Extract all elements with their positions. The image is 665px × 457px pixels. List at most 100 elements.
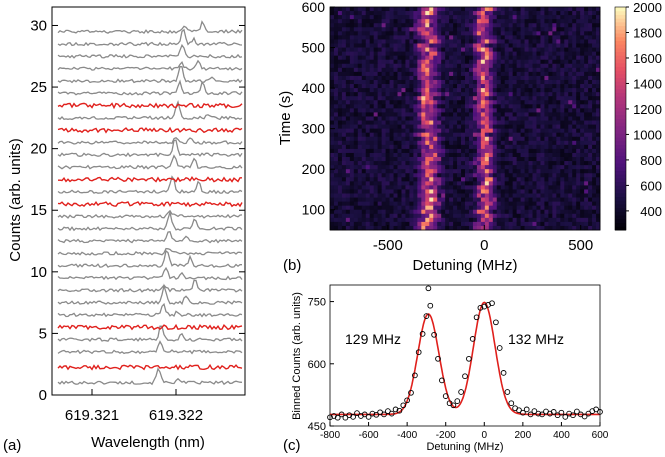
panel-b-heatmap-cell	[516, 221, 521, 227]
panel-b-heatmap-cell	[433, 67, 438, 73]
panel-b-heatmap-cell	[457, 157, 462, 162]
panel-b-heatmap-cell	[381, 59, 386, 65]
panel-b-heatmap-cell	[548, 84, 553, 89]
panel-b-colorbar-tick-label: 1600	[633, 51, 662, 66]
panel-b-colorbar-segment	[615, 207, 626, 212]
panel-b-heatmap-cell	[401, 112, 406, 117]
panel-b-heatmap-cell	[337, 124, 343, 130]
panel-b-heatmap-cell	[524, 185, 529, 190]
panel-b-heatmap-cell	[588, 84, 593, 89]
panel-b-heatmap-cell	[413, 132, 418, 138]
panel-b-heatmap-cell	[560, 7, 565, 12]
panel-b-heatmap-cell	[361, 217, 367, 223]
panel-b-heatmap-cell	[468, 104, 474, 109]
panel-b-heatmap-cell	[461, 27, 466, 32]
panel-b-heatmap-cell	[528, 161, 533, 166]
panel-b-heatmap-cell	[500, 169, 506, 174]
panel-b-heatmap-cell	[476, 11, 482, 16]
panel-b-heatmap-cell	[401, 100, 406, 105]
panel-b-heatmap-cell	[437, 209, 442, 215]
panel-b-heatmap-cell	[401, 225, 406, 231]
panel-b-heatmap-cell	[596, 177, 601, 182]
panel-b-heatmap-cell	[540, 7, 545, 12]
panel-b-heatmap-cell	[548, 108, 553, 113]
panel-b-heatmap-cell	[330, 67, 335, 73]
panel-b-colorbar-segment	[615, 21, 626, 27]
panel-b-heatmap-cell	[516, 84, 521, 89]
panel-b-heatmap-cell	[584, 132, 589, 138]
panel-b-heatmap-cell	[536, 35, 541, 40]
panel-b-heatmap-cell	[472, 213, 478, 219]
panel-b-heatmap-cell	[333, 120, 339, 125]
panel-b-heatmap-cell	[393, 112, 398, 117]
panel-b-heatmap-cell	[465, 79, 470, 85]
panel-b-heatmap-cell	[445, 104, 450, 109]
panel-b-heatmap-cell	[345, 201, 351, 207]
panel-b-heatmap-cell	[333, 47, 339, 52]
panel-b-heatmap-cell	[576, 213, 581, 219]
panel-b-heatmap-cell	[337, 67, 343, 73]
panel-b-heatmap-cell	[441, 75, 446, 81]
panel-b-heatmap-cell	[397, 55, 402, 61]
panel-b-heatmap-cell	[544, 144, 549, 150]
panel-b-heatmap-cell	[488, 136, 494, 142]
panel-b-heatmap-cell	[330, 23, 335, 28]
panel-b-heatmap-cell	[480, 15, 486, 20]
panel-b-heatmap-cell	[536, 128, 541, 134]
panel-b-heatmap-cell	[441, 112, 446, 117]
panel-b-heatmap-cell	[584, 201, 589, 207]
panel-b-heatmap-cell	[345, 140, 351, 146]
panel-b-heatmap-cell	[520, 7, 525, 12]
panel-b-heatmap-cell	[584, 75, 589, 81]
panel-b-heatmap-cell	[584, 165, 589, 170]
panel-b-heatmap-cell	[596, 39, 601, 44]
panel-b-heatmap-cell	[560, 31, 565, 36]
panel-b-heatmap-cell	[512, 177, 518, 182]
panel-b-heatmap-cell	[572, 209, 577, 215]
panel-b-heatmap-cell	[524, 217, 529, 223]
panel-b-heatmap-cell	[353, 152, 359, 158]
panel-b-heatmap-cell	[341, 209, 347, 215]
panel-b-heatmap-cell	[500, 84, 506, 89]
panel-b-heatmap-cell	[349, 11, 355, 16]
panel-b-heatmap-cell	[453, 63, 458, 69]
panel-b-heatmap-cell	[576, 181, 581, 186]
panel-b-heatmap-cell	[425, 221, 430, 227]
panel-b-heatmap-cell	[429, 161, 434, 166]
panel-b-heatmap-cell	[349, 88, 355, 93]
panel-b-heatmap-cell	[548, 39, 553, 44]
panel-b-heatmap-cell	[365, 213, 371, 219]
panel-b-heatmap-cell	[377, 225, 383, 231]
panel-b-heatmap-cell	[373, 63, 379, 69]
panel-b-heatmap-cell	[429, 189, 434, 194]
panel-b-heatmap-cell	[528, 47, 533, 52]
panel-b-heatmap-cell	[457, 104, 462, 109]
panel-b-heatmap-cell	[520, 92, 525, 97]
panel-b-heatmap-cell	[337, 116, 343, 121]
panel-b-colorbar-segment	[615, 51, 626, 56]
panel-b-heatmap-cell	[409, 11, 414, 16]
panel-b-heatmap-cell	[385, 140, 390, 146]
panel-b-heatmap-cell	[409, 35, 414, 40]
panel-b-heatmap-cell	[592, 169, 597, 174]
panel-b-heatmap-cell	[349, 39, 355, 44]
panel-b-heatmap-cell	[409, 47, 414, 52]
panel-b-heatmap-cell	[413, 148, 418, 154]
panel-b-heatmap-cell	[520, 205, 525, 211]
panel-b-heatmap-cell	[468, 116, 474, 121]
panel-b-heatmap-cell	[548, 152, 553, 158]
panel-b-heatmap-cell	[520, 51, 525, 57]
panel-b-heatmap-cell	[576, 140, 581, 146]
panel-b-heatmap-cell	[516, 136, 521, 142]
panel-b-heatmap-cell	[524, 132, 529, 138]
panel-b-heatmap-cell	[341, 47, 347, 52]
panel-b-heatmap-cell	[381, 165, 386, 170]
panel-b-heatmap-cell	[337, 92, 343, 97]
panel-b-heatmap-cell	[548, 173, 553, 178]
panel-b-heatmap-cell	[564, 31, 569, 36]
panel-b-heatmap-cell	[361, 92, 367, 97]
panel-b-heatmap-cell	[457, 67, 462, 73]
panel-b-heatmap-cell	[409, 152, 414, 158]
panel-b-heatmap-cell	[389, 225, 394, 231]
panel-b-heatmap-cell	[596, 35, 601, 40]
